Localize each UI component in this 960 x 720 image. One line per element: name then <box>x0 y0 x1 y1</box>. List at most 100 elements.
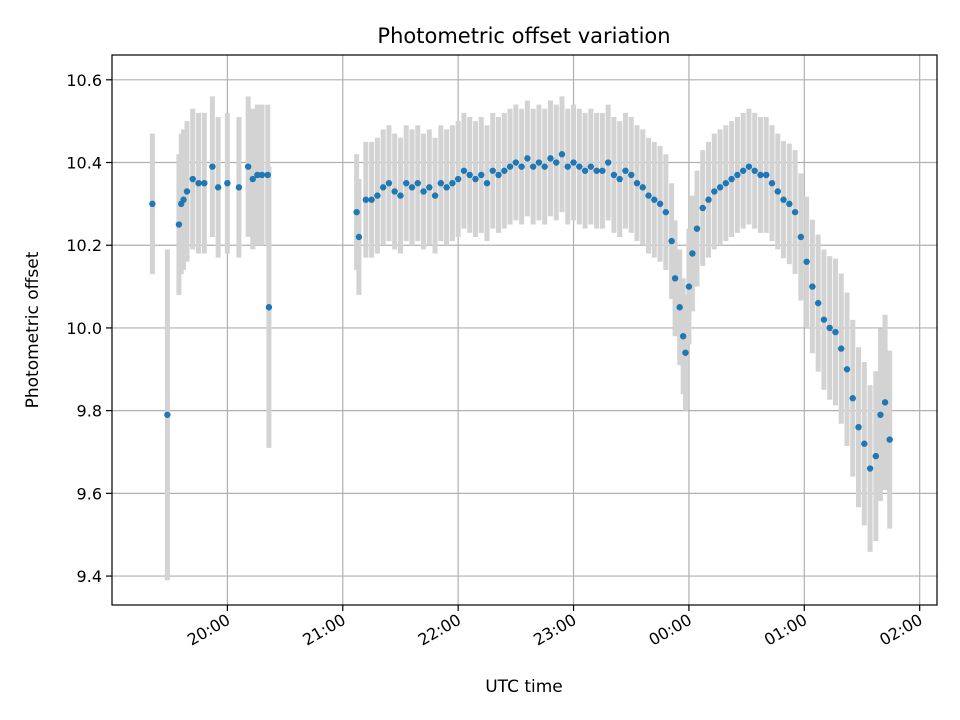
data-point <box>224 179 231 187</box>
data-point <box>757 171 764 179</box>
data-point <box>716 184 724 191</box>
data-point <box>195 179 202 187</box>
data-point <box>353 208 360 216</box>
x-tick-label: 20:00 <box>184 610 233 650</box>
chart-title: Photometric offset variation <box>377 24 670 48</box>
data-point <box>803 258 810 265</box>
data-point <box>391 188 398 195</box>
data-point <box>397 192 404 199</box>
data-point <box>866 465 874 472</box>
data-point <box>645 192 652 199</box>
x-axis-label: UTC time <box>485 677 563 697</box>
data-point <box>518 163 525 170</box>
data-point <box>616 175 623 183</box>
data-point <box>855 423 862 431</box>
y-tick-label: 10.6 <box>66 71 102 90</box>
data-point <box>679 333 687 340</box>
data-point <box>774 188 781 195</box>
data-point <box>553 159 560 166</box>
data-point <box>685 283 693 290</box>
data-point <box>472 175 479 183</box>
data-point <box>244 163 252 170</box>
data-point <box>849 395 856 402</box>
data-point <box>820 316 828 323</box>
data-point <box>403 179 410 187</box>
data-point <box>466 171 473 179</box>
data-point <box>512 159 520 166</box>
data-point <box>604 159 612 166</box>
data-point <box>214 184 222 191</box>
data-point <box>682 349 689 356</box>
data-point <box>175 221 183 228</box>
data-point <box>581 167 589 174</box>
data-point <box>576 163 583 170</box>
data-point <box>699 204 706 212</box>
data-point <box>832 328 839 336</box>
data-point <box>431 192 439 199</box>
data-point <box>651 196 658 203</box>
data-point <box>728 175 735 183</box>
x-axis-ticks: 20:00 21:00 22:00 23:00 00:00 01:00 02:00 <box>184 605 926 650</box>
data-point <box>786 200 793 208</box>
data-point <box>734 171 741 179</box>
data-point <box>506 163 514 170</box>
y-tick-label: 10.2 <box>66 236 102 255</box>
data-point <box>478 171 485 179</box>
data-point <box>495 171 502 179</box>
data-point <box>180 196 187 203</box>
x-tick-label: 00:00 <box>645 610 694 650</box>
data-point <box>355 233 363 241</box>
data-point <box>460 167 468 174</box>
data-point <box>164 411 171 418</box>
data-point <box>437 179 445 187</box>
data-point <box>385 179 393 187</box>
data-point <box>443 184 450 191</box>
data-point <box>705 196 712 203</box>
data-point <box>265 304 273 311</box>
data-point <box>209 163 216 170</box>
data-point <box>791 208 799 216</box>
data-point <box>814 299 822 307</box>
data-point <box>751 167 758 174</box>
data-point <box>628 171 635 179</box>
data-point <box>639 184 646 191</box>
data-point <box>881 399 889 406</box>
data-point <box>722 179 730 187</box>
data-point <box>547 155 554 162</box>
data-point <box>861 440 868 447</box>
data-point <box>689 250 696 257</box>
data-point <box>599 167 606 174</box>
data-point <box>362 196 370 203</box>
y-axis-ticks: 9.4 9.6 9.8 10.0 10.2 10.4 10.6 <box>66 71 112 586</box>
data-point <box>189 175 196 183</box>
data-point <box>877 411 884 418</box>
data-point <box>693 225 701 232</box>
data-point <box>668 237 675 245</box>
data-point <box>249 175 256 183</box>
data-point <box>622 167 629 174</box>
x-tick-label: 22:00 <box>415 610 464 650</box>
data-point <box>264 171 271 179</box>
x-tick-label: 23:00 <box>530 610 579 650</box>
y-tick-label: 9.8 <box>77 402 102 421</box>
data-point <box>745 163 753 170</box>
data-point <box>843 366 851 373</box>
data-point <box>656 200 664 208</box>
y-tick-label: 9.4 <box>77 567 102 586</box>
data-point <box>809 283 816 290</box>
data-point <box>671 275 679 282</box>
data-point <box>529 163 537 170</box>
data-points <box>149 151 893 472</box>
data-point <box>408 184 416 191</box>
data-point <box>201 179 208 187</box>
data-point <box>763 171 770 179</box>
data-point <box>676 304 683 311</box>
plot-frame <box>111 54 938 606</box>
x-tick-label: 21:00 <box>299 610 348 650</box>
data-point <box>254 171 261 179</box>
data-point <box>535 159 543 166</box>
data-point <box>593 167 600 174</box>
data-point <box>711 188 718 195</box>
data-point <box>183 188 191 195</box>
